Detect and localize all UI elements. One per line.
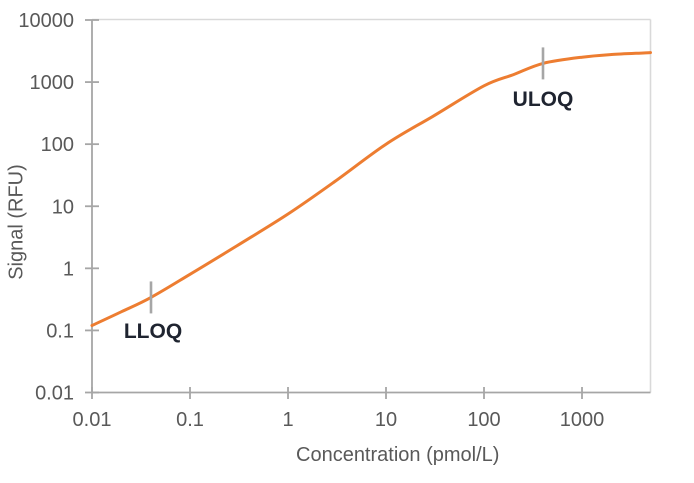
- y-tick-label: 0.1: [46, 320, 74, 342]
- x-tick-label: 1: [282, 409, 293, 431]
- y-axis-title: Signal (RFU): [5, 164, 28, 280]
- x-tick-label: 1000: [560, 409, 605, 431]
- calibration-curve: [90, 51, 652, 327]
- x-tick-label: 10: [375, 409, 397, 431]
- y-tick-label: 10: [52, 196, 74, 218]
- y-tick-label: 1: [63, 258, 74, 280]
- y-tick-label: 1000: [30, 72, 75, 94]
- lloq-label: LLOQ: [123, 320, 183, 343]
- x-tick-label: 100: [467, 409, 500, 431]
- y-tick-label: 0.01: [35, 383, 74, 405]
- uloq-label: ULOQ: [512, 88, 574, 111]
- x-tick-label: 0.01: [73, 409, 112, 431]
- x-axis-title: Concentration (pmol/L): [296, 444, 500, 466]
- y-tick-label: 100: [41, 134, 74, 156]
- y-tick-label: 10000: [18, 10, 74, 32]
- x-tick-label: 0.1: [176, 409, 204, 431]
